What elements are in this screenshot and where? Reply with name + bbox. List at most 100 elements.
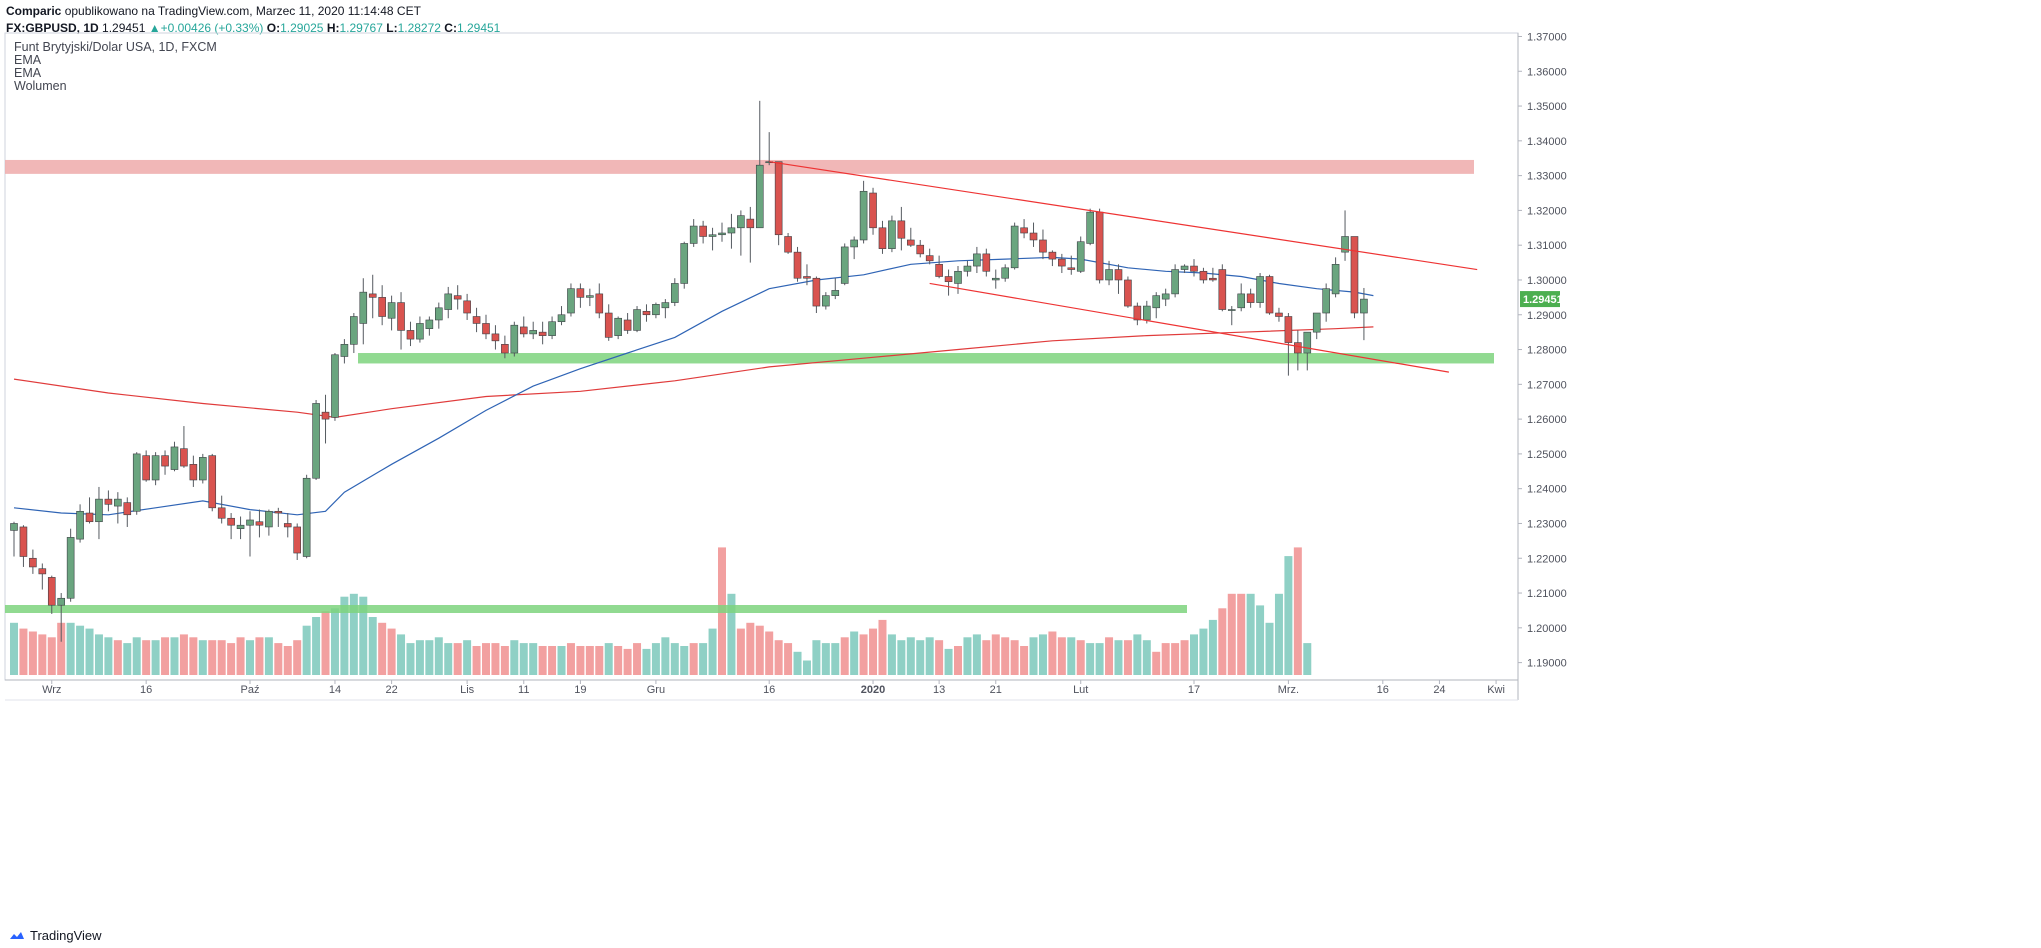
close-label: C: xyxy=(444,21,457,35)
open-label: O: xyxy=(266,21,281,35)
candlestick-chart[interactable]: 1.37000 1.36000 1.35000 1.34000 1.33000 1.320… xyxy=(0,0,2041,922)
volume-bar xyxy=(1105,637,1114,675)
candle-body xyxy=(180,448,188,467)
time-tick-label: Kwi xyxy=(1487,684,1505,696)
legend-ema-fast[interactable]: EMA xyxy=(14,53,42,67)
volume-bar xyxy=(897,640,906,675)
volume-bar xyxy=(982,640,991,675)
volume-bar xyxy=(1199,628,1208,675)
candle-body xyxy=(1294,342,1302,354)
volume-bar xyxy=(1133,634,1142,675)
volume-bar xyxy=(453,643,462,675)
candle-body xyxy=(623,319,632,331)
price-tick-label: 1.22000 xyxy=(1527,553,1567,565)
candle-body xyxy=(1161,293,1170,300)
volume-bar xyxy=(538,646,547,675)
candle-body xyxy=(831,290,840,296)
candle-body xyxy=(387,302,396,319)
candle-body xyxy=(47,577,56,606)
volume-bar xyxy=(925,637,934,675)
volume-bar xyxy=(161,637,170,675)
volume-bar xyxy=(1265,622,1274,675)
volume-bar xyxy=(1095,643,1104,675)
candle-body xyxy=(1124,279,1132,307)
candle-body xyxy=(331,354,339,418)
publish-info: opublikowano na TradingView.com, Marzec … xyxy=(64,4,421,18)
candle-body xyxy=(1020,227,1028,234)
legend-ema-slow[interactable]: EMA xyxy=(14,66,42,80)
candle-body xyxy=(1180,265,1189,270)
tradingview-logo[interactable]: TradingView xyxy=(8,928,102,943)
candle-body xyxy=(954,270,962,284)
volume-bar xyxy=(1152,651,1161,675)
volume-bar xyxy=(727,593,736,675)
high-value: 1.29767 xyxy=(339,21,383,35)
candle-body xyxy=(208,455,217,509)
volume-bar xyxy=(19,628,28,675)
volume-bar xyxy=(519,643,528,675)
candle-body xyxy=(236,524,245,529)
volume-bar xyxy=(1123,640,1132,675)
candle-body xyxy=(840,246,849,284)
candle-body xyxy=(397,302,405,331)
time-tick-label: Lut xyxy=(1073,684,1088,696)
candle-body xyxy=(944,276,953,283)
volume-bar xyxy=(472,646,481,675)
candle-body xyxy=(217,507,226,519)
candle-body xyxy=(293,526,302,554)
footer: TradingView xyxy=(0,922,2041,948)
volume-bar xyxy=(255,637,264,675)
candle-body xyxy=(434,307,443,321)
candle-body xyxy=(161,455,169,467)
time-tick-label: Gru xyxy=(647,684,665,696)
ema-fast-line xyxy=(13,256,1374,516)
publisher-name: Comparic xyxy=(6,4,62,18)
candle-body xyxy=(982,253,991,272)
volume-bar xyxy=(887,634,896,675)
price-tick-label: 1.24000 xyxy=(1527,484,1567,496)
candle-body xyxy=(1199,270,1208,281)
price-tick-label: 1.29000 xyxy=(1527,310,1567,322)
candle-body xyxy=(1227,309,1236,311)
volume-bar xyxy=(784,643,793,675)
candle-body xyxy=(906,239,915,246)
volume-bar xyxy=(123,643,132,675)
candle-body xyxy=(416,323,424,340)
candle-body xyxy=(142,455,150,481)
last-price-label: 1.29451 xyxy=(1523,294,1563,306)
volume-bar xyxy=(179,634,188,675)
ema-slow-line xyxy=(13,326,1374,419)
candle-body xyxy=(1341,236,1349,253)
volume-bar xyxy=(1246,593,1255,675)
channel-lower-trendline xyxy=(929,282,1449,373)
candle-body xyxy=(850,239,858,248)
candle-body xyxy=(897,220,906,239)
candle-body xyxy=(359,291,368,324)
volume-bar xyxy=(1180,640,1189,675)
volume-bar xyxy=(793,651,802,675)
candle-body xyxy=(1312,312,1321,333)
candle-body xyxy=(29,557,37,568)
volume-bar xyxy=(1303,643,1312,675)
candle-body xyxy=(1076,241,1085,272)
volume-bar xyxy=(1161,643,1170,675)
volume-bar xyxy=(576,646,585,675)
candle-body xyxy=(1105,269,1113,281)
volume-bar xyxy=(1208,619,1217,675)
candle-body xyxy=(1029,232,1038,241)
candle-body xyxy=(642,310,651,316)
volume-bar xyxy=(699,643,708,675)
candle-body xyxy=(1303,331,1312,354)
volume-bar xyxy=(208,640,217,675)
volume-bar xyxy=(765,631,774,675)
candle-body xyxy=(925,255,934,262)
legend-volume[interactable]: Wolumen xyxy=(14,79,67,93)
candle-body xyxy=(265,510,273,528)
volume-bar xyxy=(189,637,198,675)
candle-body xyxy=(586,295,594,298)
volume-bar xyxy=(283,646,292,675)
candle-body xyxy=(406,330,415,340)
resistance-zone xyxy=(5,159,1474,174)
volume-bar xyxy=(548,646,557,675)
candle-body xyxy=(529,330,538,335)
